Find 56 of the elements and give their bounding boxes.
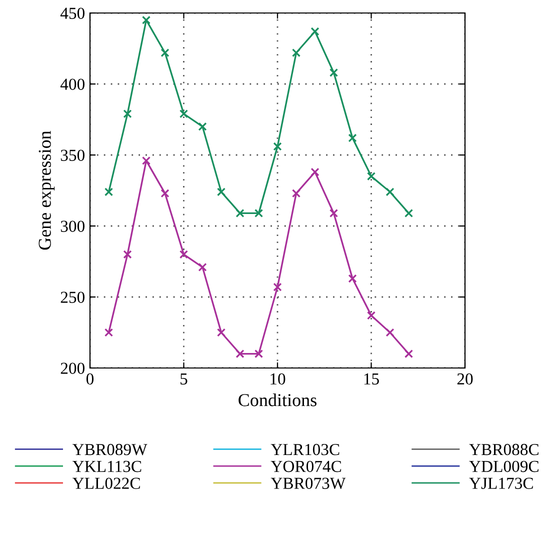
y-tick-label: 250 [60, 292, 85, 303]
point [123, 110, 132, 118]
point [310, 27, 320, 36]
point [179, 250, 188, 259]
legend-label: YLR103C [270, 444, 340, 456]
point [142, 156, 151, 165]
point [386, 188, 394, 196]
point [348, 134, 357, 142]
point [273, 142, 282, 151]
legend-label: YDL009C [469, 460, 538, 472]
x-axis-title: Conditions [238, 394, 316, 406]
point [366, 311, 376, 320]
point [329, 208, 338, 218]
point [236, 349, 244, 358]
legend-label: YKL113C [72, 460, 142, 472]
x-tick-label: 5 [180, 374, 188, 385]
legend-label: YBR088C [469, 444, 538, 456]
point [386, 328, 394, 337]
y-tick-label: 200 [60, 362, 85, 374]
point [179, 110, 188, 118]
point [142, 16, 151, 24]
legend-label: YJL173C [469, 478, 533, 489]
point [216, 328, 226, 337]
point [404, 349, 414, 358]
point [198, 122, 207, 131]
point [404, 208, 414, 218]
point [160, 48, 170, 58]
x-tick-label: 10 [270, 373, 286, 385]
point [104, 188, 114, 196]
point [329, 68, 338, 77]
point [348, 274, 357, 283]
point [292, 48, 301, 58]
point [198, 262, 207, 272]
point [104, 328, 114, 337]
y-tick-label: 400 [60, 78, 85, 90]
y-tick-label: 300 [60, 220, 85, 232]
point [254, 349, 264, 358]
point [292, 189, 301, 198]
legend-label: YLL022C [72, 478, 140, 489]
x-tick-label: 20 [457, 373, 473, 385]
point [254, 208, 264, 218]
point [160, 189, 170, 198]
y-tick-label: 350 [60, 150, 85, 161]
x-tick-label: 0 [86, 373, 94, 385]
point [310, 168, 320, 176]
y-tick-label: 450 [60, 8, 85, 19]
legend-label: YOR074C [270, 460, 342, 472]
point [236, 208, 244, 218]
legend-label: YBR089W [72, 444, 148, 456]
point [273, 282, 282, 292]
y-axis-title: Gene expression [38, 130, 55, 250]
point [366, 172, 376, 181]
point [216, 188, 226, 196]
x-tick-label: 15 [364, 373, 379, 385]
legend-label: YBR073W [270, 478, 346, 490]
point [123, 250, 132, 259]
